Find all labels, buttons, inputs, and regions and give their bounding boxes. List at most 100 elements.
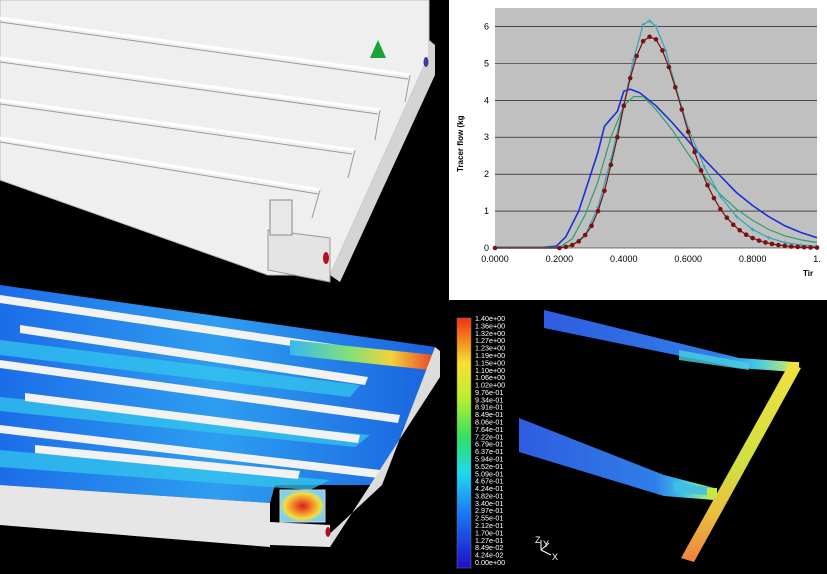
- y-tick-label: 2: [484, 169, 489, 179]
- series-point: [654, 24, 658, 29]
- y-tick-label: 1: [484, 206, 489, 216]
- series-point: [582, 232, 588, 238]
- colorbar-label: 2.55e-01: [475, 514, 503, 523]
- colorbar-label: 8.49e-01: [475, 410, 503, 419]
- pipe-contour-view: 1.40e+00 1.36e+00 1.32e+00 1.27e+00 1.23e+00…: [449, 300, 827, 574]
- y-tick-label: 5: [484, 58, 489, 68]
- series-point: [576, 239, 582, 244]
- colorbar-label: 4.24e-02: [475, 551, 503, 560]
- colorbar-label: 8.49e-02: [475, 543, 503, 552]
- series-point: [737, 227, 743, 233]
- colorbar-label: 8.91e-01: [475, 403, 503, 412]
- series-point: [640, 38, 646, 44]
- x-tick-label: 0.0000: [481, 254, 509, 264]
- colorbar-label: 1.40e+00: [475, 314, 505, 323]
- inlet-port-icon: [423, 57, 429, 67]
- series-point: [766, 235, 771, 240]
- plot-area: [495, 8, 817, 248]
- colorbar-label: 1.19e+00: [475, 351, 505, 360]
- colorbar-label: 4.24e-01: [475, 484, 503, 493]
- series-point: [595, 208, 601, 214]
- colorbar-label: 1.15e+00: [475, 358, 505, 367]
- tank-front-face: [267, 229, 331, 283]
- lower-pipe-contour: [519, 418, 714, 500]
- series-point: [653, 37, 659, 42]
- y-tick-label: 3: [484, 132, 489, 142]
- series-line-3: [495, 20, 818, 249]
- colorbar: [456, 317, 472, 569]
- colorbar-label: 1.23e+00: [475, 344, 505, 353]
- y-axis-label: Tracer flow (kg: [456, 115, 465, 172]
- y-tick-label: 6: [484, 21, 489, 31]
- y-tick-label: 4: [484, 95, 489, 105]
- colorbar-label: 6.79e-01: [475, 440, 503, 449]
- series-point: [814, 245, 820, 250]
- tank-geometry-svg: [0, 0, 435, 283]
- series-point: [679, 107, 685, 112]
- x-tick-label: 1.: [813, 254, 821, 264]
- series-point: [589, 223, 594, 229]
- colorbar-label: 2.97e-01: [475, 506, 503, 515]
- colorbar-label: 1.27e-01: [475, 536, 503, 545]
- colorbar-label: 1.06e+00: [475, 373, 505, 382]
- series-point: [647, 34, 652, 40]
- pipe-junction-upper: [787, 362, 799, 372]
- colorbar-label: 3.82e-01: [475, 491, 503, 500]
- colorbar-label: 7.64e-01: [475, 425, 503, 434]
- upper-pipe-neck: [679, 350, 749, 370]
- colorbar-label: 8.06e-01: [475, 418, 503, 427]
- series-point: [641, 22, 646, 27]
- tank-side-wall: [322, 347, 440, 547]
- pipe-junction-lower: [707, 488, 717, 498]
- x-axis-label: Tir: [803, 269, 813, 278]
- series-point: [743, 232, 749, 238]
- series-point: [685, 129, 691, 134]
- colorbar-label: 1.36e+00: [475, 321, 505, 330]
- colorbar-label: 1.32e+00: [475, 329, 505, 338]
- colorbar-label: 7.22e-01: [475, 432, 503, 441]
- series-point: [756, 238, 762, 243]
- series-point: [631, 57, 636, 62]
- colorbar-label: 9.76e-01: [475, 388, 503, 397]
- series-point: [673, 85, 678, 90]
- upper-pipe-contour: [544, 310, 794, 372]
- series-line-1: [495, 88, 818, 249]
- series-line-2: [495, 95, 818, 248]
- colorbar-labels: 1.40e+001.36e+001.32e+001.27e+001.23e+00…: [475, 314, 505, 567]
- tank-side-face: [330, 40, 435, 282]
- x-tick-label: 0.4000: [610, 254, 638, 264]
- outlet-chamber: [269, 199, 293, 236]
- series-point: [711, 195, 717, 201]
- series-point: [718, 206, 723, 212]
- baffle-shadows: [0, 21, 411, 219]
- pipe-contour-svg: 1.40e+001.36e+001.32e+001.27e+001.23e+00…: [456, 310, 801, 569]
- colorbar-label: 2.12e-01: [475, 521, 503, 530]
- series-point: [634, 53, 639, 59]
- velocity-contour-svg: [0, 285, 440, 547]
- velocity-contour-tank-view: [0, 285, 449, 574]
- series-point: [702, 164, 707, 169]
- series-point: [788, 244, 794, 249]
- colorbar-label: 9.34e-01: [475, 395, 503, 404]
- tracer-flow-chart: 0 1 2 3 4 5 6 0.0000 0.2000 0.4000 0.6000 0.8000 1.…: [449, 0, 827, 300]
- series-point: [557, 245, 562, 251]
- outlet-chamber-contour: [279, 489, 326, 523]
- series-point: [769, 241, 775, 247]
- tank-top-surface: [0, 0, 430, 276]
- colorbar-label: 1.10e+00: [475, 366, 505, 375]
- series-point: [763, 240, 768, 245]
- colorbar-label: 3.40e-01: [475, 499, 503, 508]
- series-point: [776, 242, 781, 248]
- outlet-marker-icon: [323, 252, 329, 264]
- series-point: [569, 242, 575, 248]
- series-point: [647, 18, 652, 23]
- colorbar-label: 6.37e-01: [475, 447, 503, 456]
- series-point: [615, 134, 620, 140]
- colorbar-label: 5.09e-01: [475, 469, 503, 478]
- series-point: [563, 244, 569, 250]
- series-point: [795, 244, 800, 250]
- series-point: [801, 244, 807, 250]
- axis-z-label: Z: [535, 535, 541, 545]
- series-point: [627, 75, 633, 81]
- colorbar-label: 4.67e-01: [475, 477, 503, 486]
